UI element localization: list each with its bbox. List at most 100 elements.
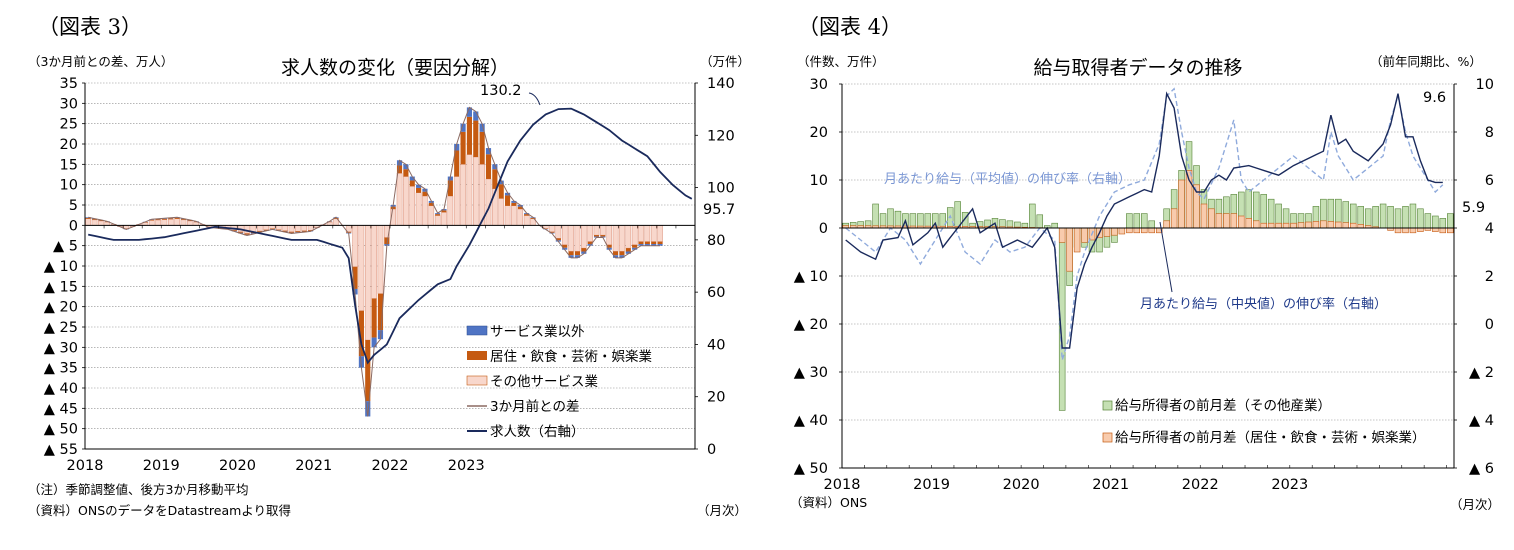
figure-3-x-unit: （月次） [697,503,747,518]
bar-segment [422,191,428,197]
figure-3-right-unit: （万件） [700,54,750,69]
bar-hospitality [1178,179,1185,229]
bar-segment [632,247,638,250]
left-tick-label: ▲ 35 [44,361,78,377]
bar-hospitality [1111,227,1118,236]
bar-segment [377,293,384,331]
bar-segment [511,205,517,226]
bar-segment [403,164,409,170]
bar-hospitality [1126,227,1133,234]
bar-segment [85,217,91,219]
bar-segment [460,131,466,165]
bar-segment [504,192,511,196]
bar-hospitality [1245,218,1252,229]
bar-other-industry [1432,215,1439,229]
bar-hospitality [1066,227,1073,272]
bar-hospitality [1417,227,1424,232]
figure-4-axes [839,83,1457,469]
left-tick-label: ▲ 25 [44,320,78,336]
mean-growth-line [845,87,1444,361]
bar-segment [434,215,441,226]
bar-hospitality [1320,220,1327,229]
bar-hospitality [1402,227,1409,234]
left-tick-label: 0 [819,221,828,237]
left-tick-label: 20 [810,125,828,141]
x-tick-label: 2021 [1092,477,1129,493]
bar-segment [180,219,187,220]
bar-hospitality [1141,227,1148,234]
bar-segment [562,244,568,248]
bar-other-industry [1439,218,1447,229]
bar-segment [435,214,441,216]
left-tick-label: ▲ 50 [44,422,78,438]
bar-segment [523,215,530,226]
right-tick-label: 0 [707,442,716,458]
x-tick-label: 2018 [67,458,104,474]
bar-segment [371,337,377,348]
bar-segment [606,225,612,246]
left-tick-label: 35 [60,76,78,92]
bar-segment [632,244,638,248]
bar-segment [441,209,447,211]
bar-segment [511,200,517,203]
legend-swatch-hospitality [467,351,487,360]
figure-3-note: （注）季節調整値、後方3か月移動平均 [28,482,248,497]
bar-other-industry [1447,213,1454,229]
bar-segment [561,225,568,246]
left-tick-label: ▲ 10 [44,259,78,275]
figure-3-peak-label: 130.2 [480,83,522,99]
figure-4-mean-series-label: 月あたり給与（平均値）の伸び率（右軸） [884,171,1131,187]
bar-segment [180,219,187,226]
legend-swatch-non-service [466,325,488,336]
bar-segment [498,180,504,185]
figure-4: （図表 4） 給与取得者データの推移 （件数、万件） （前年同期比、%） 30 2… [790,15,1500,512]
right-tick-label: 6 [1485,173,1494,189]
bar-segment [307,225,314,231]
figure-4-right-unit: （前年同期比、%） [1370,54,1482,69]
bar-hospitality [1170,208,1178,229]
bar-segment [479,123,485,132]
bar-segment [276,225,282,230]
legend-swatch-other-service [466,375,488,386]
bar-other-industry [887,208,894,229]
figure-3: （図表 3） 求人数の変化（要因分解） （3か月前との差、万人） （万件） 35… [28,15,750,518]
bar-other-industry [872,203,879,229]
bar-segment [619,251,625,256]
bar-segment [358,225,365,311]
bar-segment [352,266,358,289]
left-tick-label: ▲ 55 [44,442,78,458]
bar-other-industry [1036,214,1044,229]
bar-segment [447,195,454,226]
bar-hospitality [1447,227,1454,234]
bar-segment [263,229,269,231]
figure-4-title: 給与取得者データの推移 [1033,57,1242,79]
bar-segment [364,225,371,341]
bar-segment [562,247,568,250]
bar-other-industry [1409,203,1417,229]
bar-segment [422,195,428,226]
bar-segment [612,225,619,252]
bar-segment [161,219,168,226]
bar-segment [530,217,536,219]
bar-segment [524,214,530,216]
bar-segment [409,186,416,226]
figure-4-median-leader [1159,221,1173,293]
bar-segment [244,233,250,235]
bar-segment [473,156,479,226]
bar-segment [651,241,657,245]
bar-hospitality [1342,222,1350,229]
figure-4-median-series-label: 月あたり給与（中央値）の伸び率（右軸） [1140,296,1387,312]
bar-segment [377,225,384,294]
bar-segment [91,219,98,220]
bar-hospitality [1335,221,1342,229]
bar-segment [593,235,600,237]
bar-hospitality [1297,222,1305,229]
bar-segment [454,150,460,177]
bar-segment [365,340,371,402]
bar-other-industry [894,210,902,229]
bar-other-industry [1424,213,1432,229]
bar-segment [587,244,593,246]
x-tick-label: 2019 [913,477,950,493]
bar-other-industry [1126,213,1133,229]
bar-segment [301,225,307,231]
